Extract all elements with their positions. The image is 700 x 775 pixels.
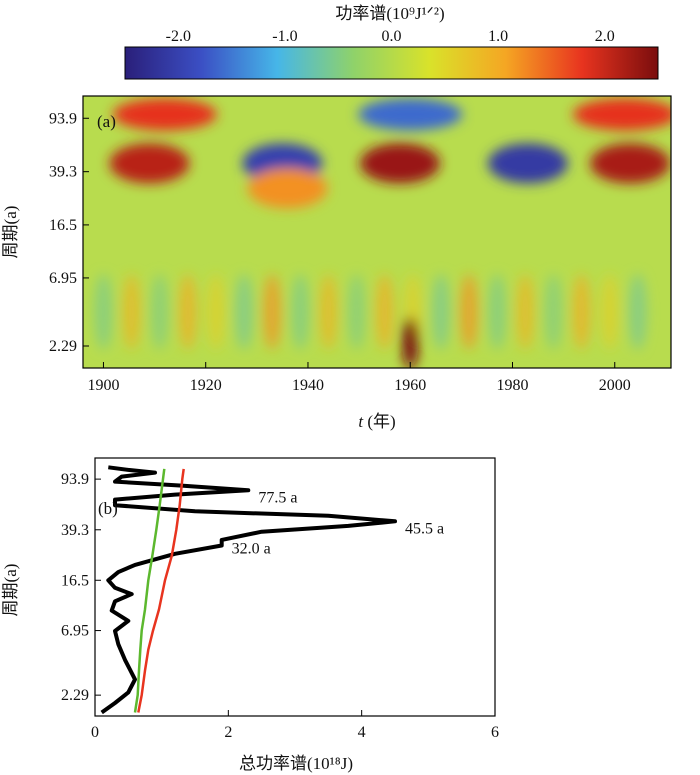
panel-a-label: (a) [97, 112, 116, 131]
panel-a-frame [82, 95, 672, 369]
heatmap-feature [112, 98, 217, 131]
wavelet-heatmap [83, 96, 671, 368]
heatmap-stripe [206, 273, 225, 350]
colorbar-tick-label: 0.0 [382, 28, 402, 45]
peak-annotation: 77.5 a [258, 489, 297, 506]
heatmap-stripe [516, 273, 535, 350]
panel-a-xlabel: t (年) [358, 412, 395, 431]
heatmap-stripe [488, 273, 507, 350]
heatmap-stripe [347, 273, 366, 350]
panel-b-series [100, 465, 397, 715]
panel-b-xlabel: 总功率谱(10¹⁸J) [239, 754, 353, 773]
heatmap-feature [572, 98, 671, 131]
heatmap-feature [360, 143, 441, 184]
y-tick-label: 16.5 [49, 217, 77, 234]
y-tick-label: 6.95 [49, 270, 77, 287]
panel-a-ylabel: 周期(a) [1, 206, 20, 259]
heatmap-stripe [263, 273, 282, 350]
x-tick-label: 1980 [496, 377, 528, 394]
panel-b: (b) 93.9 39.3 16.5 6.95 2.29 0 2 4 6 77.5 a 45.5… [1, 457, 499, 773]
x-tick-label: 0 [91, 724, 99, 741]
panel-b-frame [94, 457, 496, 717]
y-tick-label: 93.9 [49, 110, 77, 127]
panel-b-annotations: 77.5 a 45.5 a 32.0 a [232, 489, 444, 557]
y-tick-label: 93.9 [61, 471, 89, 488]
colorbar-tick-label: 2.0 [595, 28, 615, 45]
heatmap-stripe [572, 273, 591, 350]
heatmap-stripe [628, 273, 647, 350]
y-tick-label: 6.95 [61, 623, 89, 640]
panel-b-ylabel: 周期(a) [1, 564, 20, 617]
x-tick-label: 2000 [599, 377, 631, 394]
heatmap-stripe [319, 273, 338, 350]
x-tick-label: 1920 [190, 377, 222, 394]
significance-line-red [137, 468, 185, 713]
colorbar-bar [124, 46, 659, 80]
y-tick-label: 16.5 [61, 572, 89, 589]
heatmap-stripe [178, 273, 197, 350]
panel-a-y-ticks: 93.9 39.3 16.5 6.95 2.29 [49, 110, 89, 355]
colorbar: 功率谱(10⁹J¹ᐟ²) -2.0 -1.0 0.0 1.0 2.0 [124, 4, 659, 80]
heatmap-stripe [600, 273, 619, 350]
y-tick-label: 39.3 [61, 522, 89, 539]
x-tick-label: 4 [358, 724, 366, 741]
heatmap-feature [402, 317, 419, 368]
heatmap-stripe [460, 273, 479, 350]
heatmap-stripe [375, 273, 394, 350]
y-tick-label: 2.29 [49, 338, 77, 355]
panel-b-y-ticks: 93.9 39.3 16.5 6.95 2.29 [61, 471, 101, 704]
panel-a: (a) 93.9 39.3 16.5 6.95 2.29 1900 1920 1940 196… [1, 95, 672, 431]
colorbar-tick-label: 1.0 [488, 28, 508, 45]
heatmap-stripe [122, 273, 141, 350]
x-tick-label: 6 [491, 724, 499, 741]
heatmap-stripe [291, 273, 310, 350]
colorbar-ticks: -2.0 -1.0 0.0 1.0 2.0 [166, 28, 615, 45]
heatmap-feature [109, 143, 190, 184]
significance-line-green [133, 468, 166, 713]
panel-a-xlabel-unit: (年) [363, 412, 396, 431]
peak-annotation: 45.5 a [405, 520, 444, 537]
panel-b-x-ticks: 0 2 4 6 [91, 710, 499, 741]
heatmap-stripe [150, 273, 169, 350]
x-tick-label: 1900 [87, 377, 119, 394]
peak-annotation: 32.0 a [232, 541, 271, 558]
colorbar-tick-label: -1.0 [272, 28, 297, 45]
x-tick-label: 1940 [292, 377, 324, 394]
heatmap-feature [487, 143, 568, 184]
heatmap-feature [590, 143, 671, 184]
global-spectrum-line [100, 465, 397, 715]
panel-b-label: (b) [98, 499, 118, 518]
x-tick-label: 2 [224, 724, 232, 741]
panel-a-xlabel-var: t [358, 412, 364, 431]
colorbar-tick-label: -2.0 [166, 28, 191, 45]
y-tick-label: 2.29 [61, 687, 89, 704]
heatmap-feature [358, 98, 463, 131]
heatmap-stripe [94, 273, 113, 350]
x-tick-label: 1960 [394, 377, 426, 394]
heatmap-feature [247, 168, 328, 209]
heatmap-stripe [544, 273, 563, 350]
panel-a-x-ticks: 1900 1920 1940 1960 1980 2000 [87, 362, 631, 394]
y-tick-label: 39.3 [49, 164, 77, 181]
colorbar-title: 功率谱(10⁹J¹ᐟ²) [335, 4, 444, 23]
heatmap-stripe [235, 273, 254, 350]
heatmap-stripe [431, 273, 450, 350]
